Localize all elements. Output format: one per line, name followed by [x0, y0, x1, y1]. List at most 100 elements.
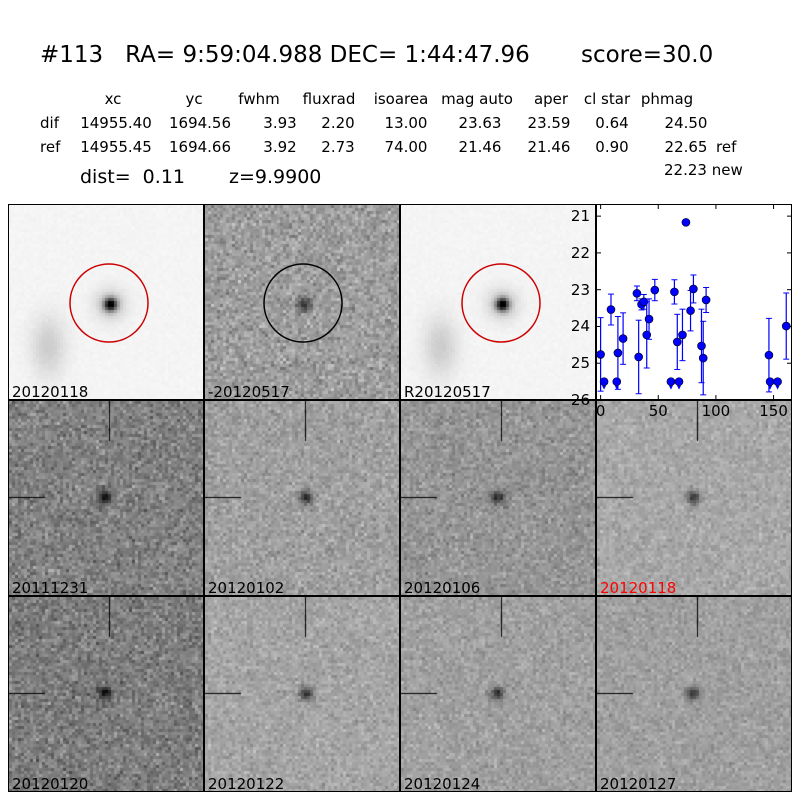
aperture-circle: [263, 263, 343, 343]
image-panel: 20120124: [400, 596, 596, 792]
data-point: [764, 350, 774, 360]
table-cell: 14955.45: [80, 138, 152, 156]
table-cell: 13.00: [384, 114, 428, 132]
light-curve-plot: [596, 204, 792, 401]
y-tick-label: 26: [570, 391, 590, 409]
table-cell: 23.63: [458, 114, 502, 132]
panel-date-label: 20120122: [208, 775, 285, 792]
cutout-image: [597, 401, 791, 595]
row-label: ref: [40, 138, 61, 156]
aperture-circle: [69, 263, 149, 343]
data-point: [634, 352, 643, 362]
image-panel: 20111231: [8, 400, 204, 596]
data-point: [618, 334, 628, 343]
data-point: [670, 287, 679, 297]
redshift-text: z=9.9900: [229, 166, 322, 188]
table-cell: 0.90: [595, 138, 629, 156]
column-header: fluxrad: [302, 90, 356, 108]
table-cell: 22.65: [664, 138, 708, 156]
panel-date-label: 20120102: [208, 579, 285, 596]
image-panel: 20120120: [8, 596, 204, 792]
table-cell: 74.00: [384, 138, 428, 156]
panel-date-label: 20120118: [600, 579, 677, 596]
data-point: [613, 348, 623, 358]
y-tick-label: 25: [570, 354, 590, 373]
panel-date-label: R20120517: [404, 383, 491, 400]
column-header: aper: [533, 90, 569, 108]
data-point: [765, 377, 775, 386]
data-point: [666, 377, 676, 386]
cutout-image: [205, 401, 399, 595]
column-header: fwhm: [238, 90, 280, 108]
cutout-image: [401, 401, 595, 595]
table-cell: 24.50: [664, 114, 708, 132]
image-panel: -20120517: [204, 204, 400, 400]
upper-limit-arrow: [677, 385, 682, 390]
data-point: [674, 377, 684, 386]
data-point: [681, 218, 691, 227]
panel-date-label: 20120118: [12, 383, 89, 400]
panel-date-label: 20120127: [600, 775, 677, 792]
image-panel: 20120118: [596, 400, 792, 596]
data-point: [686, 306, 695, 315]
panel-date-label: 20120106: [404, 579, 481, 596]
column-header: phmag: [640, 90, 694, 108]
panel-date-label: -20120517: [208, 383, 290, 400]
x-tick-label: 0: [595, 402, 606, 420]
table-cell: 21.46: [527, 138, 571, 156]
data-point: [606, 305, 616, 314]
table-cell: 2.73: [321, 138, 355, 156]
column-header: isoarea: [373, 90, 429, 108]
phmag-new: 22.23 new: [664, 161, 743, 179]
data-point: [599, 377, 609, 386]
cutout-image: [9, 597, 203, 791]
cutout-image: [9, 401, 203, 595]
y-tick-label: 24: [570, 317, 590, 336]
cutout-image: [401, 205, 595, 399]
row-note: ref: [716, 138, 737, 156]
data-point: [644, 314, 654, 324]
cutout-image: [401, 597, 595, 791]
cutout-image: [205, 597, 399, 791]
x-tick-label: 100: [701, 402, 731, 420]
data-point: [781, 321, 791, 331]
data-point: [672, 337, 682, 347]
cutout-image: [9, 205, 203, 399]
x-tick-label: 50: [648, 402, 668, 420]
image-panel: 20120127: [596, 596, 792, 792]
data-point: [698, 353, 708, 363]
table-cell: 1694.56: [168, 114, 232, 132]
dist-text: dist= 0.11: [80, 166, 185, 188]
upper-limit-arrow: [602, 385, 607, 390]
data-point: [632, 289, 642, 298]
panel-date-label: 20111231: [12, 579, 89, 596]
data-point: [701, 295, 711, 305]
y-tick-label: 22: [570, 243, 590, 262]
aperture-circle: [461, 263, 541, 343]
image-panel: R20120517: [400, 204, 596, 400]
data-point: [596, 350, 605, 359]
table-cell: 3.93: [263, 114, 297, 132]
column-header: mag auto: [441, 90, 513, 108]
panel-date-label: 20120124: [404, 775, 481, 792]
data-point: [650, 285, 660, 295]
data-point: [697, 341, 706, 351]
table-cell: 0.64: [595, 114, 629, 132]
candidate-title: #113 RA= 9:59:04.988 DEC= 1:44:47.96 sco…: [40, 42, 714, 68]
table-cell: 3.92: [263, 138, 297, 156]
column-header: cl star: [583, 90, 631, 108]
image-panel: 20120122: [204, 596, 400, 792]
cutout-image: [597, 597, 791, 791]
upper-limit-arrow: [775, 385, 780, 390]
table-cell: 23.59: [527, 114, 571, 132]
x-tick-label: 150: [759, 402, 788, 420]
upper-limit-arrow: [668, 385, 673, 390]
table-cell: 14955.40: [80, 114, 152, 132]
table-cell: 1694.66: [168, 138, 232, 156]
column-header: xc: [104, 90, 122, 108]
y-tick-label: 23: [570, 280, 590, 299]
image-panel: 20120118: [8, 204, 204, 400]
cutout-image: [205, 205, 399, 399]
panel-date-label: 20120120: [12, 775, 89, 792]
